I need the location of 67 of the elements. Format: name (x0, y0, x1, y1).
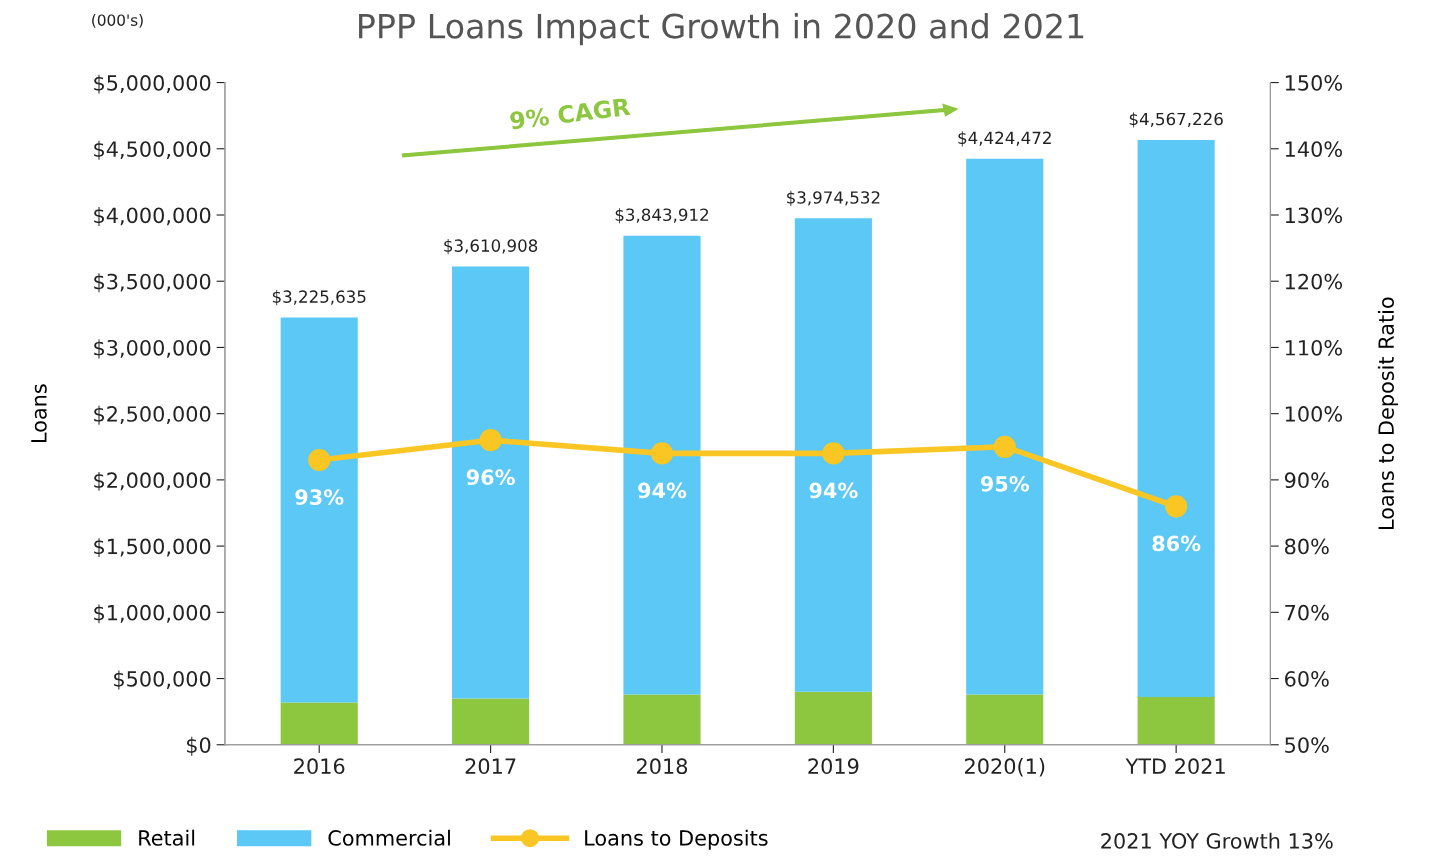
legend-label: Commercial (328, 829, 450, 846)
y2-tick-label: 80% (1285, 538, 1329, 555)
bar (452, 266, 530, 699)
x-tick-label: 2018 (637, 758, 688, 775)
bar (623, 235, 701, 695)
y2-tick-label: 100% (1285, 406, 1343, 422)
bar (280, 702, 358, 745)
y2-tick-label: 50% (1285, 737, 1329, 753)
total-label: $4,567,226 (1129, 112, 1223, 128)
point (822, 442, 845, 465)
bar (794, 691, 872, 745)
x-tick-label: 2019 (808, 758, 859, 775)
y2-axis-title: Loans to Deposit Ratio (1377, 297, 1399, 529)
bar (794, 218, 872, 692)
x-tick-label: 2020(1) (965, 757, 1045, 777)
y-tick-label: $0 (186, 736, 211, 756)
bar (1137, 139, 1215, 698)
point (1165, 495, 1188, 518)
y-tick-label: $4,500,000 (94, 140, 211, 160)
point (993, 435, 1016, 458)
chart-title: PPP Loans Impact Growth in 2020 and 2021 (359, 12, 1084, 46)
text: (000's) (92, 14, 143, 28)
total-label: $4,424,472 (958, 131, 1051, 147)
bar (280, 317, 358, 703)
data-label: 94% (638, 482, 687, 499)
data-label: 94% (809, 482, 858, 499)
legend-label: Loans to Deposits (585, 829, 768, 850)
y-tick-label: $2,500,000 (94, 405, 211, 425)
bar (452, 698, 530, 745)
y2-tick-label: 90% (1284, 472, 1329, 489)
y-tick-label: $4,000,000 (94, 207, 211, 226)
y-tick-label: $1,000,000 (94, 604, 211, 624)
y-tick-label: $1,500,000 (94, 538, 211, 558)
y-tick-label: $3,000,000 (94, 339, 211, 359)
bar (966, 694, 1044, 745)
total-label: $3,843,912 (615, 208, 709, 224)
total-label: $3,610,908 (444, 239, 538, 255)
data-label: 86% (1152, 535, 1201, 552)
annotation: 9% CAGR (509, 97, 631, 130)
x-tick-label: 2016 (294, 758, 345, 775)
x-tick-label: YTD 2021 (1125, 758, 1225, 775)
total-label: $3,974,532 (787, 190, 880, 206)
y-tick-label: $2,000,000 (94, 471, 211, 491)
bar (623, 694, 701, 745)
y2-tick-label: 120% (1285, 273, 1343, 290)
y-tick-label: $500,000 (114, 670, 211, 690)
y2-tick-label: 130% (1285, 207, 1343, 224)
data-label: 93% (295, 489, 344, 505)
data-label: 95% (980, 475, 1030, 492)
x-tick-label: 2017 (465, 758, 516, 775)
y2-tick-label: 150% (1285, 75, 1343, 91)
point (650, 442, 674, 465)
data-label: 96% (466, 469, 515, 486)
bar (966, 158, 1044, 695)
y-axis-title: Loans (31, 384, 47, 443)
text: 2021 YOY Growth 13% (1101, 832, 1333, 849)
point (479, 429, 502, 452)
y2-tick-label: 60% (1285, 670, 1329, 687)
y2-tick-label: 140% (1285, 141, 1343, 157)
total-label: $3,225,635 (272, 290, 366, 306)
y2-tick-label: 70% (1285, 604, 1329, 621)
legend-label: Retail (139, 829, 195, 846)
point (308, 448, 331, 472)
y-tick-label: $5,000,000 (94, 74, 211, 94)
y-tick-label: $3,500,000 (94, 273, 211, 293)
bar (1137, 697, 1215, 745)
y2-tick-label: 110% (1285, 339, 1343, 356)
